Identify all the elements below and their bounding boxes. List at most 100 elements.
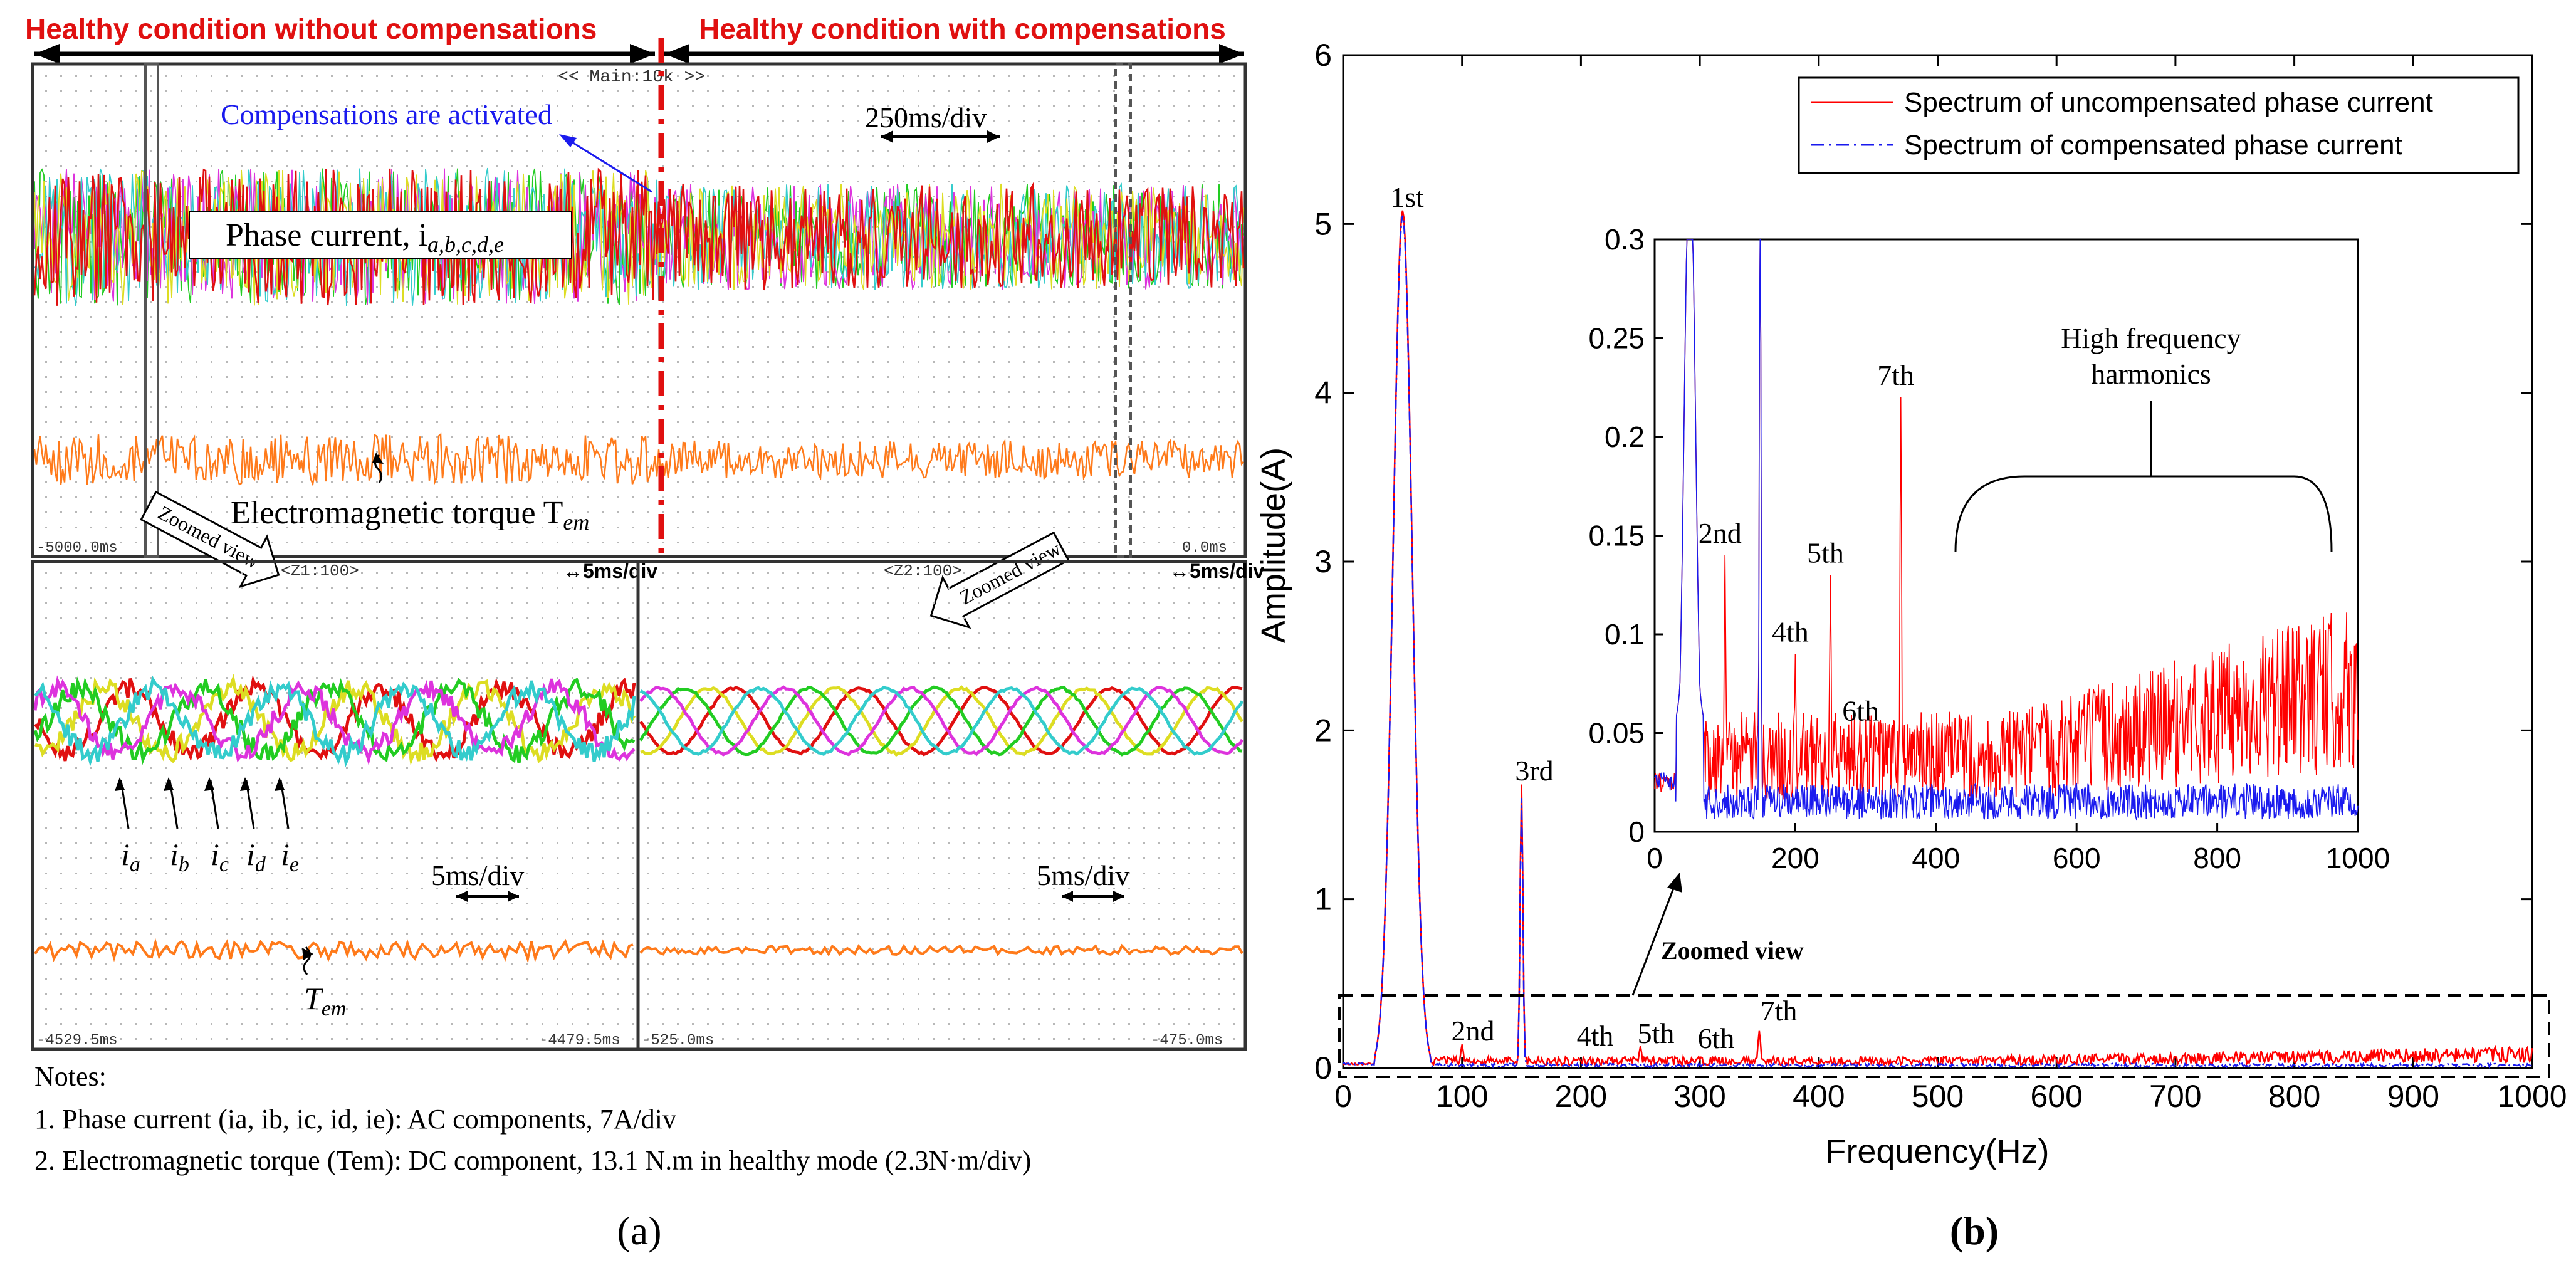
time-end-top: 0.0ms [1182,540,1227,557]
current-label-b: ib [170,837,189,876]
y-axis-label: Amplitude(A) [1255,448,1292,643]
inset-series-compensated [1654,239,2359,821]
zoomed-view-pointer-head [1667,873,1682,893]
tem-pointer-head [302,948,313,960]
inset-spectrum-traces [1654,239,2359,821]
series-uncompensated [1343,210,2533,1068]
note-1: 1. Phase current (ia, ib, ic, id, ie): A… [34,1104,676,1135]
z2-t-end: -475.0ms [1151,1032,1223,1049]
legend [1798,76,2520,174]
current-label-pointer-head [240,777,250,791]
x-axis-label: Frequency(Hz) [1825,1133,2049,1170]
notes-title: Notes: [34,1061,107,1092]
zoom-current-line [639,686,1244,757]
inset-y-tick-label: 0.2 [1605,421,1645,453]
inset-x-tick-label: 0 [1647,842,1663,874]
y-tick-label: 5 [1314,206,1332,241]
zoom-current-line [639,686,1243,757]
z1-current-traces [33,673,636,768]
ann-3rd: 3rd [1515,755,1553,787]
torque-pointer-head [372,453,384,464]
inset-label-4th: 4th [1772,616,1809,648]
top-torque-line [33,432,1244,487]
current-label-pointer-head [164,777,174,791]
current-labels: ia ib ic id ie [115,777,299,876]
caption-b: (b) [1950,1208,1999,1253]
time-scale-top-arrowhead-right [987,130,1000,143]
phase-current-label-box [189,211,572,259]
inset-series-uncompensated [1654,239,2359,801]
inset-label-2nd: 2nd [1699,517,1742,549]
inset-x-tick-label: 1000 [2326,842,2390,874]
z1-torque-trace [34,938,634,963]
zoom-current-line [33,676,636,765]
zoom-window-left [144,63,159,558]
note-2: 2. Electromagnetic torque (Tem): DC comp… [34,1145,1031,1176]
inset-label-6th: 6th [1842,695,1879,727]
zoom-current-line [639,685,1244,757]
z1-time-arrowhead-right [508,891,519,902]
y-tick-label: 1 [1314,882,1332,917]
series-compensated [1343,215,2533,1069]
hf-brace [1954,475,2333,552]
zoomed-view-pointer [1631,884,1676,996]
inset-label-7th: 7th [1877,359,1914,391]
x-tick-label: 1000 [2497,1079,2567,1114]
legend-label-compensated: Spectrum of compensated phase current [1904,130,2402,160]
current-label-a: ia [121,837,140,876]
inset-x-tick-label: 600 [2053,842,2101,874]
ann-2nd: 2nd [1452,1015,1495,1047]
caption-a: (a) [617,1208,661,1253]
ann-7th: 7th [1761,995,1798,1027]
scope-z2-screen [636,560,1247,1051]
zoom-torque-line [639,943,1243,957]
x-tick-label: 400 [1793,1079,1845,1114]
inset-y-ticks: 0 0.05 0.1 0.15 0.2 0.25 0.3 [1588,223,1663,848]
scope-z1-screen [31,560,640,1051]
x-tick-label: 800 [2268,1079,2320,1114]
main-spectrum-traces [1343,210,2533,1069]
inset-x-ticks: 0 200 400 600 800 1000 [1647,823,2390,874]
current-label-e: ie [281,837,299,876]
inset-y-tick-label: 0.05 [1588,717,1645,750]
current-label-pointer-head [275,777,285,791]
zoom-current-line [639,685,1243,757]
x-tick-label: 700 [2149,1079,2201,1114]
y-tick-label: 4 [1314,375,1332,411]
z2-time-scale: 5ms/div [1037,859,1129,891]
current-label-pointer-head [204,777,214,791]
banner-right-arrowhead-end [1219,44,1244,64]
spectrum-chart: 0 1 2 3 4 5 6 0 100 200 300 400 500 600 700 800 900 1000… [1255,38,2567,1253]
y-axis-ticks: 0 1 2 3 4 5 6 [1314,38,2532,1086]
zoom-current-line [33,675,636,766]
z1-t-start: -4529.5ms [36,1032,118,1049]
x-tick-label: 100 [1436,1079,1488,1114]
oscilloscope-panel: Healthy condition without compensations … [25,13,1264,1253]
z2-header: <Z2:100> [884,562,962,580]
ann-4th: 4th [1577,1020,1614,1052]
compensation-pointer [567,138,652,193]
ann-1st: 1st [1390,181,1424,213]
y-tick-label: 3 [1314,544,1332,579]
inset-x-tick-label: 800 [2193,842,2241,874]
z2-time-arrowhead-right [1113,891,1124,902]
inset-label-5th: 5th [1807,537,1844,569]
compensation-label: Compensations are activated [221,98,552,130]
banner-right-text: Healthy condition with compensations [699,13,1226,45]
inset-x-tick-label: 400 [1912,842,1960,874]
hf-annotation-line1: High frequency [2061,322,2241,354]
compensation-pointer-head [559,134,577,147]
tem-label: Tem [304,981,346,1020]
x-tick-label: 600 [2030,1079,2082,1114]
inset-harmonic-labels: 2nd 4th 5th 6th 7th [1699,359,1914,727]
zoom-current-line [34,673,636,766]
zoom-window-right [1114,63,1132,558]
legend-label-uncompensated: Spectrum of uncompensated phase current [1904,87,2433,118]
phase-current-label: Phase current, ia,b,c,d,e [226,217,504,257]
x-tick-label: 0 [1334,1079,1352,1114]
z1-header: <Z1:100> [281,562,359,580]
y-tick-label: 0 [1314,1051,1332,1086]
x-tick-label: 500 [1912,1079,1964,1114]
z1-time-arrowhead-left [456,891,468,902]
inset-frame [1653,238,2359,833]
